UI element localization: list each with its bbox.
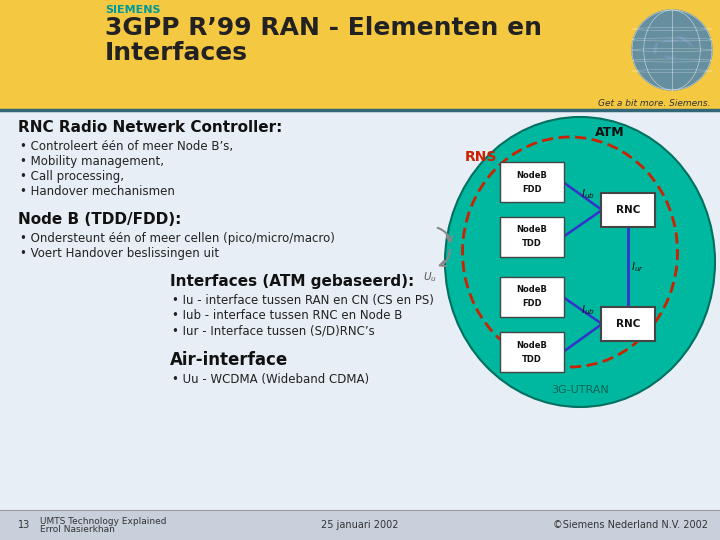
Text: • Iu - interface tussen RAN en CN (CS en PS): • Iu - interface tussen RAN en CN (CS en… xyxy=(172,294,434,307)
Text: Interfaces: Interfaces xyxy=(105,41,248,65)
Text: SIEMENS: SIEMENS xyxy=(105,5,161,15)
Text: NodeB: NodeB xyxy=(516,171,547,179)
Text: ATM: ATM xyxy=(595,125,625,138)
FancyBboxPatch shape xyxy=(601,307,655,341)
Text: UMTS Technology Explained: UMTS Technology Explained xyxy=(40,516,166,525)
Text: $I_{ur}$: $I_{ur}$ xyxy=(631,260,644,274)
Text: $U_u$: $U_u$ xyxy=(423,270,437,284)
Text: RNC: RNC xyxy=(616,319,640,329)
Bar xyxy=(0,110,720,510)
Text: • Iub - interface tussen RNC en Node B: • Iub - interface tussen RNC en Node B xyxy=(172,309,402,322)
Text: TDD: TDD xyxy=(522,354,542,363)
Text: $I_{ub}$: $I_{ub}$ xyxy=(581,187,595,201)
Text: 25 januari 2002: 25 januari 2002 xyxy=(321,520,399,530)
Text: Node B (TDD/FDD):: Node B (TDD/FDD): xyxy=(18,212,181,227)
FancyBboxPatch shape xyxy=(500,277,564,317)
FancyBboxPatch shape xyxy=(500,332,564,372)
Text: • Handover mechanismen: • Handover mechanismen xyxy=(20,185,175,198)
Circle shape xyxy=(632,10,712,90)
Text: RNC Radio Netwerk Controller:: RNC Radio Netwerk Controller: xyxy=(18,120,282,135)
Text: FDD: FDD xyxy=(522,300,542,308)
Text: Get a bit more. Siemens.: Get a bit more. Siemens. xyxy=(598,99,710,108)
Text: $I_{ub}$: $I_{ub}$ xyxy=(581,303,595,317)
Text: NodeB: NodeB xyxy=(516,226,547,234)
Polygon shape xyxy=(663,40,678,42)
Text: • Uu - WCDMA (Wideband CDMA): • Uu - WCDMA (Wideband CDMA) xyxy=(172,373,369,386)
Text: NodeB: NodeB xyxy=(516,341,547,349)
Ellipse shape xyxy=(445,117,715,407)
Text: • Controleert één of meer Node B’s,: • Controleert één of meer Node B’s, xyxy=(20,140,233,153)
Text: Interfaces (ATM gebaseerd):: Interfaces (ATM gebaseerd): xyxy=(170,274,414,289)
Text: TDD: TDD xyxy=(522,240,542,248)
FancyBboxPatch shape xyxy=(601,193,655,227)
Text: • Iur - Interface tussen (S/D)RNC’s: • Iur - Interface tussen (S/D)RNC’s xyxy=(172,324,374,337)
Text: RNC: RNC xyxy=(616,205,640,215)
Text: Errol Nasierkhan: Errol Nasierkhan xyxy=(40,525,115,535)
Bar xyxy=(0,510,720,540)
Text: 13: 13 xyxy=(18,520,30,530)
Polygon shape xyxy=(654,43,657,54)
Text: 3GPP R’99 RAN - Elementen en: 3GPP R’99 RAN - Elementen en xyxy=(105,16,542,40)
Text: FDD: FDD xyxy=(522,185,542,193)
Text: ©Siemens Nederland N.V. 2002: ©Siemens Nederland N.V. 2002 xyxy=(553,520,708,530)
Text: • Ondersteunt één of meer cellen (pico/micro/macro): • Ondersteunt één of meer cellen (pico/m… xyxy=(20,232,335,245)
Text: • Call processing,: • Call processing, xyxy=(20,170,124,183)
Polygon shape xyxy=(678,37,692,46)
Text: • Mobility management,: • Mobility management, xyxy=(20,155,164,168)
Text: Air-interface: Air-interface xyxy=(170,351,288,369)
Text: • Voert Handover beslissingen uit: • Voert Handover beslissingen uit xyxy=(20,247,219,260)
Text: 3G-UTRAN: 3G-UTRAN xyxy=(551,385,609,395)
FancyBboxPatch shape xyxy=(500,217,564,257)
Polygon shape xyxy=(664,56,675,58)
Bar xyxy=(0,0,720,110)
Text: NodeB: NodeB xyxy=(516,286,547,294)
FancyBboxPatch shape xyxy=(500,162,564,202)
Text: RNS: RNS xyxy=(465,150,498,164)
